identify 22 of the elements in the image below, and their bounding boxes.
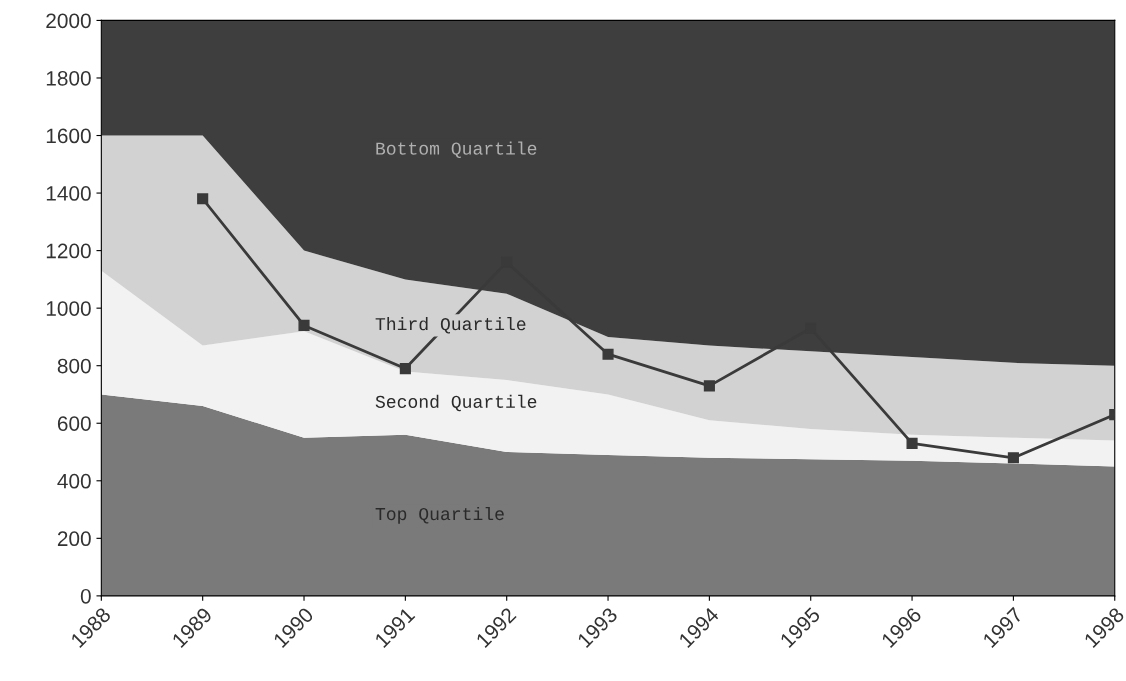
y-tick-label: 2000 (46, 13, 91, 29)
y-tick-label: 1200 (46, 243, 91, 259)
point (906, 437, 918, 449)
point (1007, 452, 1019, 464)
point (703, 380, 715, 392)
y-tick-label: 400 (57, 473, 91, 489)
y-tick-label: 1400 (46, 186, 91, 201)
point (399, 363, 411, 375)
y-tick-label: 1600 (46, 128, 91, 144)
series-label: Bottom Quartile (376, 141, 537, 158)
point (298, 319, 310, 331)
y-tick-label: 800 (57, 358, 91, 374)
y-tick-label: 0 (80, 588, 91, 604)
series-label: Top Quartile (375, 506, 504, 524)
series-label: Second Quartile (375, 394, 537, 412)
y-tick-label: 600 (57, 416, 91, 431)
y-tick-label: 1000 (46, 301, 91, 316)
y-tick-label: 1800 (46, 70, 91, 86)
series-label: Third Quartile (375, 317, 526, 334)
point (197, 193, 209, 205)
y-tick-label: 200 (57, 531, 91, 547)
point (602, 348, 614, 360)
